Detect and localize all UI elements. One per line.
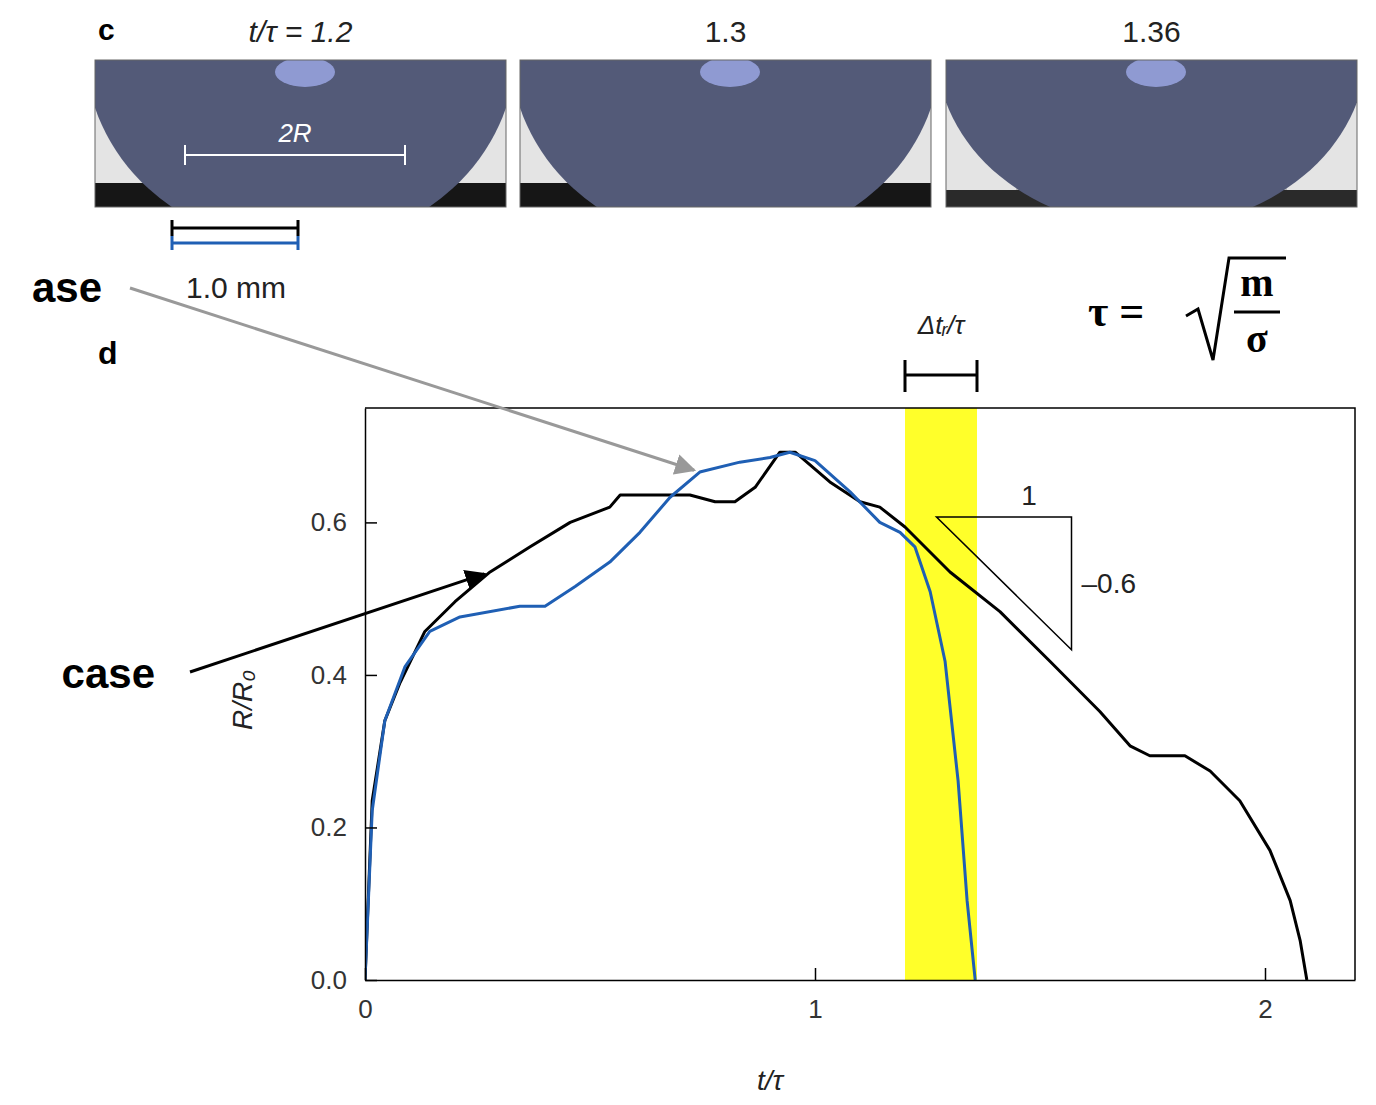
tick-mark: [1265, 968, 1267, 980]
radical-sign: [1186, 258, 1286, 360]
tick: 2: [1258, 968, 1272, 1024]
photo-strip: t/τ = 1.2 1.3 1.36 2R 1.0 mm c: [86, 0, 1367, 304]
frame-label: 1.36: [1122, 15, 1180, 48]
plot-area: [365, 408, 1307, 980]
scale-bar: [172, 220, 298, 236]
x-axis: 0 1 2: [358, 968, 1355, 1024]
tick: 0.6: [311, 507, 377, 537]
tick: 0.2: [311, 812, 377, 842]
callout-arrow: [130, 288, 694, 470]
tick-mark: [365, 675, 377, 677]
panel-label: c: [98, 13, 115, 46]
photo-border: [520, 60, 931, 207]
y-axis: 0.0 0.2 0.4 0.6: [311, 409, 377, 995]
photo-frame: [520, 60, 931, 207]
frame-label: 1.3: [705, 15, 747, 48]
tick-label: 0.4: [311, 660, 347, 690]
formula-numerator: m: [1240, 260, 1273, 305]
tick: 0.0: [311, 965, 377, 995]
tick-mark: [815, 968, 817, 980]
axis-line: [365, 409, 367, 981]
slope-run-label: 1: [1021, 480, 1037, 511]
axis-line: [366, 980, 1356, 982]
figure: t/τ = 1.2 1.3 1.36 2R 1.0 mm c 0 1 2 0.0 0.2 0.4 0.6…: [0, 0, 1376, 1105]
formula-denominator: σ: [1246, 316, 1268, 361]
scale-label: 1.0 mm: [186, 271, 286, 304]
drop-highlight: [1126, 60, 1186, 87]
scale-bar: [172, 236, 298, 250]
drop: [95, 60, 506, 207]
highlight-bracket: [905, 360, 977, 392]
series-line: [365, 452, 1307, 980]
callout-arrow: [190, 574, 484, 672]
tick-label: 0: [358, 994, 372, 1024]
plot-frame: [365, 408, 1355, 980]
diameter-bar: [185, 145, 405, 165]
diameter-line: [185, 145, 405, 165]
series-callout: case: [62, 650, 155, 697]
tick-label: 1: [808, 994, 822, 1024]
series-line: [365, 452, 975, 980]
panel-label: d: [98, 335, 118, 371]
tick-label: 0.6: [311, 507, 347, 537]
tick-mark: [365, 522, 377, 524]
y-axis-title: R/R₀: [227, 670, 258, 730]
chart: 0 1 2 0.0 0.2 0.4 0.6 t/τ R/R₀ d Δtᵣ/τ 1 –0.6 τ = mσ ca…: [32, 258, 1356, 1096]
photo-border: [946, 60, 1357, 207]
diameter-label: 2R: [277, 118, 311, 148]
tick: 1: [808, 968, 822, 1024]
slope-triangle: [937, 517, 1072, 650]
tick-label: 0.2: [311, 812, 347, 842]
drop-highlight: [275, 60, 335, 87]
slope-rise-label: –0.6: [1082, 568, 1137, 599]
formula: τ = mσ: [1088, 258, 1286, 361]
fraction-bar: [1234, 311, 1280, 314]
tick-label: 2: [1258, 994, 1272, 1024]
formula-lhs: τ =: [1088, 287, 1144, 336]
photo-frame: [946, 60, 1357, 207]
tick-label: 0.0: [311, 965, 347, 995]
frame-label: t/τ = 1.2: [249, 15, 353, 48]
drop-highlight: [700, 60, 760, 87]
x-axis-title: t/τ: [757, 1065, 785, 1096]
highlight-label: Δtᵣ/τ: [917, 310, 967, 340]
drop: [520, 60, 931, 207]
tick-mark: [365, 980, 377, 982]
photo-border: [95, 60, 506, 207]
drop: [946, 60, 1357, 207]
tick-mark: [365, 827, 377, 829]
series-callout: ase: [32, 264, 102, 311]
photo-frame: [95, 60, 506, 207]
tick: 0.4: [311, 660, 377, 690]
